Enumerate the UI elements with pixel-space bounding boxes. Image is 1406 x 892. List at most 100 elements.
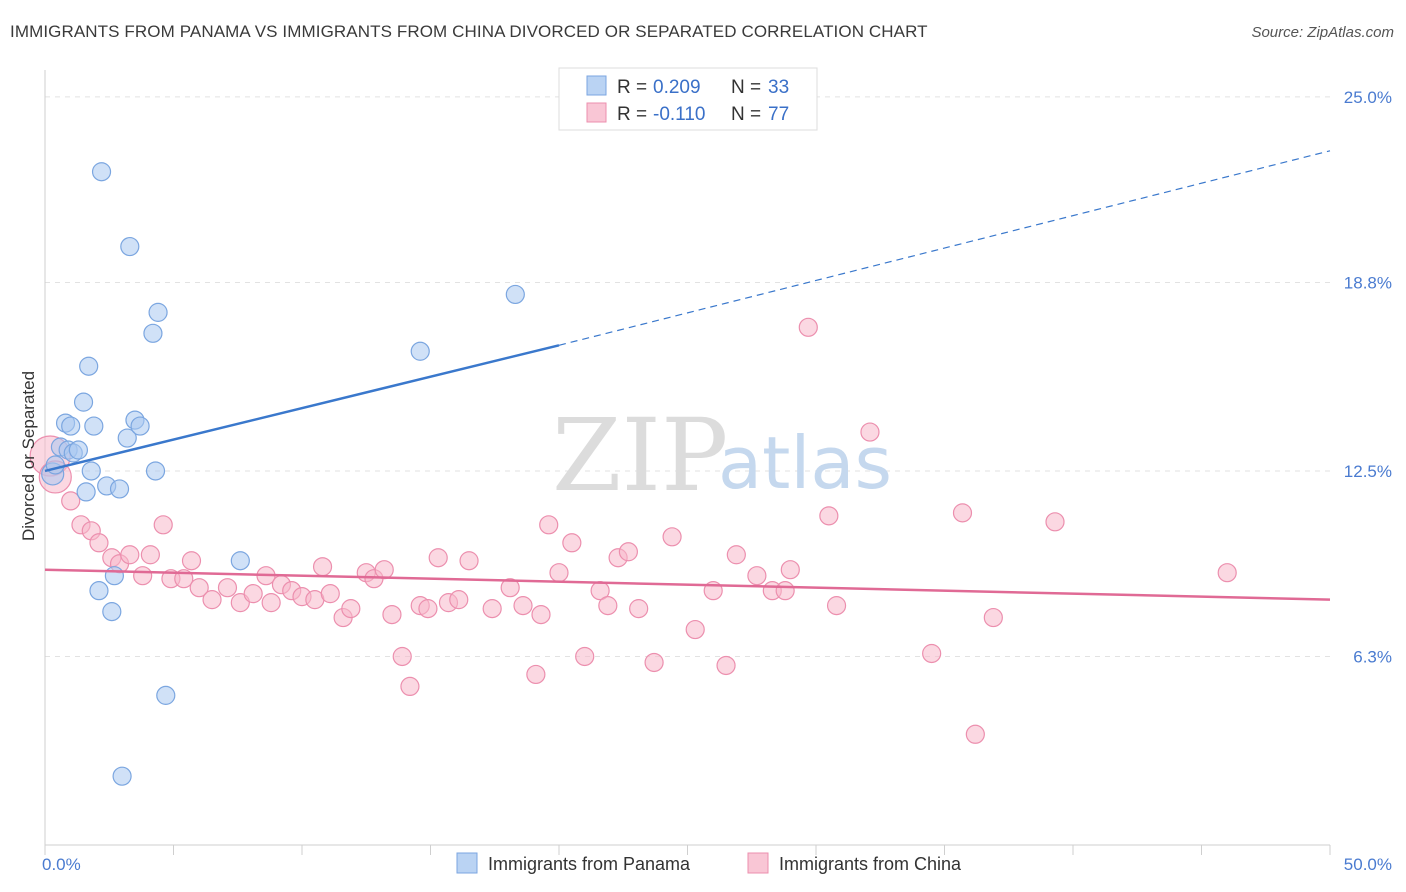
bottom-legend-label-1: Immigrants from China (779, 854, 962, 874)
china-point-74 (1045, 512, 1065, 532)
china-point-45 (526, 664, 546, 685)
panama-point-7 (68, 440, 89, 460)
china-point-2 (61, 491, 81, 511)
panama-point-30 (505, 284, 525, 305)
china-point-21 (261, 593, 281, 613)
panama-point-16 (102, 602, 122, 622)
panama-point-27 (156, 685, 176, 705)
china-point-14 (181, 551, 202, 571)
china-point-68 (826, 596, 847, 616)
trend-lines (44, 150, 1331, 601)
panama-point-25 (145, 461, 166, 481)
chart-title: IMMIGRANTS FROM PANAMA VS IMMIGRANTS FRO… (10, 22, 928, 41)
china-point-11 (153, 515, 173, 535)
china-point-58 (685, 619, 705, 640)
panama-point-13 (89, 581, 109, 601)
china-point-69 (860, 422, 880, 442)
china-point-8 (120, 545, 140, 565)
china-point-61 (726, 545, 746, 565)
china-point-44 (513, 596, 533, 616)
china-point-41 (459, 551, 479, 571)
china-point-38 (428, 548, 448, 568)
china-point-62 (747, 566, 767, 586)
panama-point-9 (76, 482, 96, 502)
watermark-zip-text: ZIP (552, 397, 728, 514)
y-tick-label-1: 18.8% (1344, 273, 1392, 292)
panama-point-21 (120, 236, 140, 257)
panama-point-24 (143, 323, 163, 343)
legend-r-label-0: R = (617, 77, 647, 98)
china-point-73 (983, 607, 1003, 628)
panama-trend-line (44, 344, 560, 473)
legend-swatch-1 (586, 102, 607, 123)
china-point-71 (952, 503, 973, 523)
china-point-37 (418, 599, 438, 619)
china-point-15 (189, 578, 209, 598)
china-point-46 (531, 604, 551, 625)
china-point-54 (618, 542, 638, 562)
china-point-70 (922, 643, 942, 664)
china-point-35 (400, 676, 420, 697)
source-label: Source: ZipAtlas.com (1251, 24, 1394, 41)
y-axis-label: Divorced or Separated (19, 371, 38, 541)
china-point-33 (382, 604, 402, 625)
watermark: ZIP atlas (552, 397, 892, 514)
y-tick-label-3: 6.3% (1353, 647, 1392, 666)
panama-point-23 (130, 416, 150, 436)
legend-swatch-0 (586, 75, 607, 96)
panama-point-12 (84, 416, 104, 436)
legend-n-label-1: N = (731, 104, 761, 125)
gridlines (45, 96, 1330, 657)
china-point-75 (1217, 563, 1237, 583)
china-point-49 (562, 533, 582, 553)
china-point-42 (482, 599, 502, 619)
legend-box: R = 0.209 N = 33 R = -0.110 N = 77 (558, 67, 818, 131)
panama-trend-extension (558, 150, 1331, 346)
china-point-27 (320, 584, 340, 604)
panama-point-5 (61, 416, 81, 436)
panama-point-20 (117, 428, 137, 448)
panama-point-19 (112, 766, 132, 786)
panama-point-8 (73, 392, 94, 412)
bottom-legend: Immigrants from Panama Immigrants from Ch… (456, 852, 962, 874)
china-point-10 (140, 545, 160, 565)
x-tick-label-start: 0.0% (42, 855, 81, 874)
china-point-56 (644, 652, 664, 673)
x-tick-labels: 0.0% 50.0% (42, 855, 1392, 874)
panama-point-18 (109, 479, 130, 499)
y-tick-label-0: 25.0% (1344, 88, 1392, 107)
legend-r-label-1: R = (617, 104, 647, 125)
china-point-17 (217, 578, 238, 598)
china-point-5 (89, 533, 109, 553)
x-tick-label-end: 50.0% (1344, 855, 1392, 874)
china-point-19 (243, 584, 263, 604)
panama-point-10 (79, 356, 99, 376)
panama-point-28 (230, 551, 250, 571)
china-point-55 (629, 599, 649, 619)
legend-n-value-0: 33 (768, 77, 789, 98)
china-point-47 (539, 515, 559, 535)
bottom-legend-swatch-1 (747, 852, 769, 874)
y-tick-labels: 25.0% 18.8% 12.5% 6.3% (1344, 88, 1392, 667)
panama-point-1 (45, 455, 65, 475)
panama-point-17 (104, 566, 124, 586)
china-point-32 (374, 560, 394, 580)
series-china-points (29, 317, 1237, 744)
china-point-48 (549, 563, 569, 583)
china-trend-line (44, 568, 1331, 601)
china-point-43 (500, 578, 520, 598)
panama-point-29 (410, 341, 430, 361)
bottom-legend-label-0: Immigrants from Panama (488, 854, 691, 874)
series-panama-points (41, 162, 525, 786)
china-point-29 (341, 599, 361, 619)
china-point-66 (798, 317, 818, 337)
china-point-72 (965, 724, 985, 744)
bottom-legend-swatch-0 (456, 852, 478, 874)
china-point-52 (598, 596, 618, 616)
panama-point-11 (81, 461, 101, 481)
china-point-57 (662, 527, 682, 547)
china-point-9 (133, 566, 153, 586)
china-point-34 (392, 646, 412, 667)
china-point-26 (312, 557, 333, 577)
